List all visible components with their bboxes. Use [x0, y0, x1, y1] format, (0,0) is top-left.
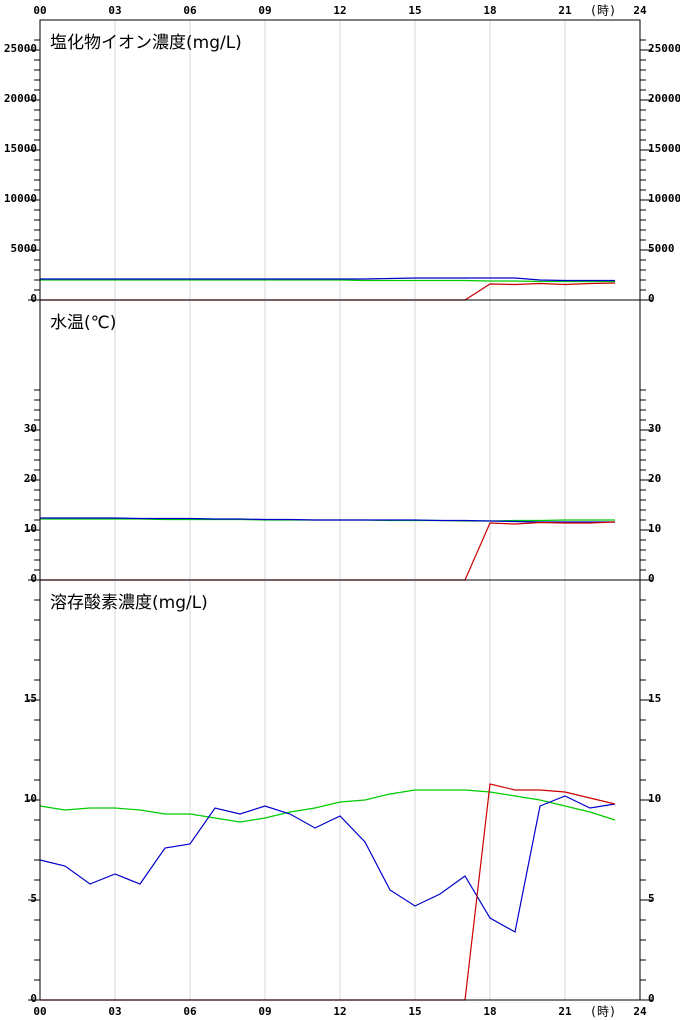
- y-tick-label: 0: [648, 992, 655, 1005]
- x-tick-label: 03: [108, 1005, 121, 1018]
- chart-title: 塩化物イオン濃度(mg/L): [50, 33, 242, 53]
- y-tick-label: 10000: [648, 192, 680, 205]
- y-tick-label: 5: [648, 892, 655, 905]
- y-tick-label: 20000: [648, 92, 680, 105]
- y-tick-label: 10000: [4, 192, 37, 205]
- data-line: [40, 279, 615, 283]
- x-tick-label: 18: [483, 4, 496, 17]
- data-line: [40, 282, 616, 301]
- y-tick-label: 30: [24, 422, 37, 435]
- x-tick-label: 09: [258, 4, 271, 17]
- x-tick-label: 15: [408, 1005, 421, 1018]
- y-tick-label: 0: [30, 292, 37, 305]
- x-tick-label: 06: [183, 4, 197, 17]
- data-line: [40, 783, 616, 1001]
- chart-title: 水温(℃): [50, 313, 116, 333]
- data-line: [40, 521, 616, 581]
- y-tick-label: 10: [648, 792, 661, 805]
- y-tick-label: 10: [648, 522, 661, 535]
- x-tick-label: 21: [558, 1005, 572, 1018]
- y-tick-label: 15000: [4, 142, 37, 155]
- data-line: [40, 517, 615, 523]
- x-tick-label: 06: [183, 1005, 197, 1018]
- y-tick-label: 20: [648, 472, 661, 485]
- y-tick-label: 5: [30, 892, 37, 905]
- x-tick-label: 12: [333, 1005, 346, 1018]
- y-tick-label: 10: [24, 522, 37, 535]
- y-tick-label: 0: [648, 572, 655, 585]
- y-tick-label: 15: [24, 692, 37, 705]
- y-tick-label: 0: [648, 292, 655, 305]
- x-tick-label: 00: [33, 1005, 46, 1018]
- data-line: [39, 789, 616, 823]
- data-line: [39, 795, 616, 933]
- y-tick-label: 0: [30, 992, 37, 1005]
- x-axis-label: (時): [590, 4, 616, 18]
- x-tick-label: 00: [33, 4, 46, 17]
- y-tick-label: 20: [24, 472, 37, 485]
- x-tick-label: 18: [483, 1005, 496, 1018]
- y-tick-label: 20000: [4, 92, 37, 105]
- y-tick-label: 10: [24, 792, 37, 805]
- plot-frame: [39, 579, 641, 1001]
- y-tick-label: 30: [648, 422, 661, 435]
- y-tick-label: 15: [648, 692, 661, 705]
- x-tick-label: 12: [333, 4, 346, 17]
- y-tick-label: 15000: [648, 142, 680, 155]
- x-tick-label: 09: [258, 1005, 271, 1018]
- y-tick-label: 25000: [648, 42, 680, 55]
- data-line: [40, 277, 615, 282]
- y-tick-label: 0: [30, 572, 37, 585]
- x-tick-label: 24: [633, 1005, 647, 1018]
- y-tick-label: 25000: [4, 42, 37, 55]
- chart-title: 溶存酸素濃度(mg/L): [50, 593, 208, 613]
- x-tick-label: 21: [558, 4, 572, 17]
- x-tick-label: 24: [633, 4, 647, 17]
- x-tick-label: 15: [408, 4, 421, 17]
- x-tick-label: 03: [108, 4, 121, 17]
- y-tick-label: 5000: [11, 242, 38, 255]
- x-axis-label: (時): [590, 1005, 616, 1019]
- y-tick-label: 5000: [648, 242, 675, 255]
